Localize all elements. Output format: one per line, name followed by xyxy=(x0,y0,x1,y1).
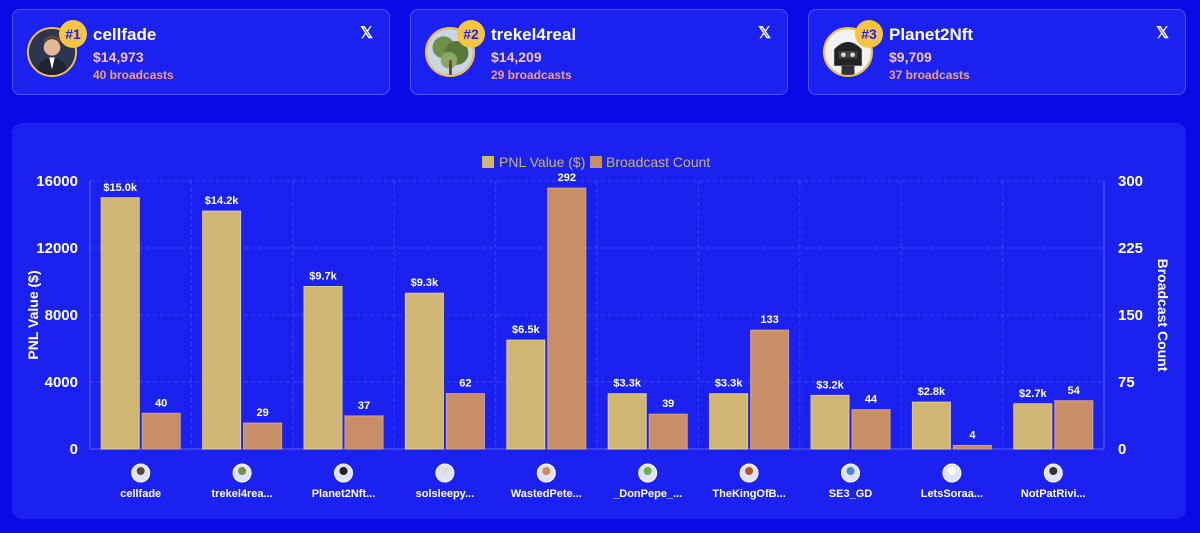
y-tick-right: 150 xyxy=(1118,307,1143,324)
bar-pnl xyxy=(709,393,749,450)
avatar-dog-icon xyxy=(1049,467,1058,475)
y-tick-left: 8000 xyxy=(45,307,78,324)
avatar-tree-icon xyxy=(238,467,247,475)
x-tick-label: WastedPete... xyxy=(511,488,582,500)
bar-broadcast xyxy=(648,413,688,450)
bar-broadcast xyxy=(141,412,181,450)
x-tick-label: TheKingOfB... xyxy=(712,488,785,500)
bar-broadcast xyxy=(547,187,587,450)
data-label-broadcast: 4 xyxy=(969,429,976,441)
x-tick-label: cellfade xyxy=(120,488,161,500)
bar-pnl xyxy=(303,286,343,450)
bar-broadcast xyxy=(344,415,384,450)
data-label-pnl: $6.5k xyxy=(512,324,540,336)
leader-name: cellfade xyxy=(93,25,157,44)
data-label-broadcast: 29 xyxy=(256,407,268,419)
x-tick-label: LetsSoraa... xyxy=(921,488,983,500)
y-tick-right: 225 xyxy=(1118,240,1143,257)
x-tick-label: trekel4rea... xyxy=(212,488,273,500)
data-label-broadcast: 39 xyxy=(662,398,674,410)
leader-pnl-value: $9,709 xyxy=(889,49,932,65)
data-label-pnl: $9.7k xyxy=(309,271,337,283)
y-tick-left: 4000 xyxy=(45,374,78,391)
bar-pnl xyxy=(911,401,951,450)
chart-panel: 0 4000 8000 12000 16000 0 75 150 225 300 PNL Value… xyxy=(12,123,1186,519)
leader-broadcasts: 40 broadcasts xyxy=(93,68,174,82)
avatar-tree-icon xyxy=(425,27,475,77)
legend-label-count: Broadcast Count xyxy=(606,154,710,170)
x-twitter-icon[interactable]: 𝕏 xyxy=(1156,25,1169,42)
bar-pnl xyxy=(1013,403,1053,450)
leader-broadcasts: 37 broadcasts xyxy=(889,68,970,82)
data-label-pnl: $2.7k xyxy=(1019,388,1047,400)
bar-broadcast xyxy=(243,422,283,450)
bar-pnl xyxy=(100,197,140,450)
x-twitter-icon[interactable]: 𝕏 xyxy=(360,25,373,42)
avatar-man-suit-icon xyxy=(136,467,145,475)
data-label-pnl: $3.3k xyxy=(715,378,743,390)
leader-pnl-value: $14,209 xyxy=(491,49,542,65)
x-tick-label: Planet2Nft... xyxy=(312,488,376,500)
bar-pnl xyxy=(607,393,647,450)
bar-pnl xyxy=(810,394,850,450)
x-tick-label: NotPatRivi... xyxy=(1021,488,1086,500)
bar-broadcast xyxy=(750,329,790,450)
y-tick-left: 0 xyxy=(70,441,78,458)
pnl-broadcast-chart: 0 4000 8000 12000 16000 0 75 150 225 300 PNL Value… xyxy=(25,154,1171,500)
data-label-pnl: $3.2k xyxy=(816,379,844,391)
data-label-broadcast: 133 xyxy=(760,314,778,326)
x-tick-label: solsleepy... xyxy=(416,488,475,500)
data-label-broadcast: 54 xyxy=(1068,385,1081,397)
bar-pnl xyxy=(404,292,444,450)
legend-label-pnl: PNL Value ($) xyxy=(499,154,585,170)
y-tick-right: 0 xyxy=(1118,441,1126,458)
data-label-pnl: $2.8k xyxy=(918,386,946,398)
bar-broadcast xyxy=(952,444,992,450)
leader-name: trekel4real xyxy=(491,25,577,44)
leader-card-3[interactable]: #3 Planet2Nft $9,709 37 broadcasts 𝕏 xyxy=(808,9,1186,95)
leader-card-1[interactable]: #1 cellfade $14,973 40 broadcasts 𝕏 xyxy=(12,9,390,95)
leader-broadcasts: 29 broadcasts xyxy=(491,68,572,82)
rank-badge: #2 xyxy=(457,20,485,48)
y-tick-right: 300 xyxy=(1118,173,1143,190)
data-label-broadcast: 37 xyxy=(358,400,370,412)
bar-broadcast xyxy=(1054,400,1094,450)
data-label-broadcast: 40 xyxy=(155,397,167,409)
legend-swatch-count xyxy=(590,156,602,168)
avatar-smiley-icon xyxy=(947,467,956,475)
x-tick-label: _DonPepe_... xyxy=(612,488,682,500)
avatar-cat-icon xyxy=(440,467,449,475)
data-label-pnl: $3.3k xyxy=(613,378,641,390)
y-axis-left-title: PNL Value ($) xyxy=(25,270,41,359)
data-label-pnl: $9.3k xyxy=(411,277,439,289)
data-label-broadcast: 44 xyxy=(865,394,878,406)
avatar-lion-icon xyxy=(745,467,754,475)
rank-badge: #1 xyxy=(59,20,87,48)
rank-badge: #3 xyxy=(855,20,883,48)
avatar-landscape-icon xyxy=(846,467,855,475)
y-tick-left: 16000 xyxy=(36,173,78,190)
y-axis-right-title: Broadcast Count xyxy=(1155,259,1171,372)
y-tick-right: 75 xyxy=(1118,374,1135,391)
avatar-pepe-icon xyxy=(643,467,652,475)
x-twitter-icon[interactable]: 𝕏 xyxy=(758,25,771,42)
leader-pnl-value: $14,973 xyxy=(93,49,144,65)
bar-broadcast xyxy=(445,393,485,450)
bar-pnl xyxy=(506,339,546,450)
avatar-gingerbread-icon xyxy=(542,467,551,475)
y-tick-left: 12000 xyxy=(36,240,78,257)
data-label-broadcast: 292 xyxy=(558,172,576,184)
avatar-robot-icon xyxy=(339,467,348,475)
bar-broadcast xyxy=(851,409,891,450)
avatar-robot-icon xyxy=(823,27,873,77)
bar-pnl xyxy=(202,210,242,450)
legend-swatch-pnl xyxy=(482,156,494,168)
data-label-broadcast: 62 xyxy=(459,378,471,390)
leader-name: Planet2Nft xyxy=(889,25,974,44)
data-label-pnl: $15.0k xyxy=(103,182,138,194)
x-tick-label: SE3_GD xyxy=(829,488,872,500)
leader-card-2[interactable]: #2 trekel4real $14,209 29 broadcasts 𝕏 xyxy=(410,9,788,95)
data-label-pnl: $14.2k xyxy=(205,195,240,207)
